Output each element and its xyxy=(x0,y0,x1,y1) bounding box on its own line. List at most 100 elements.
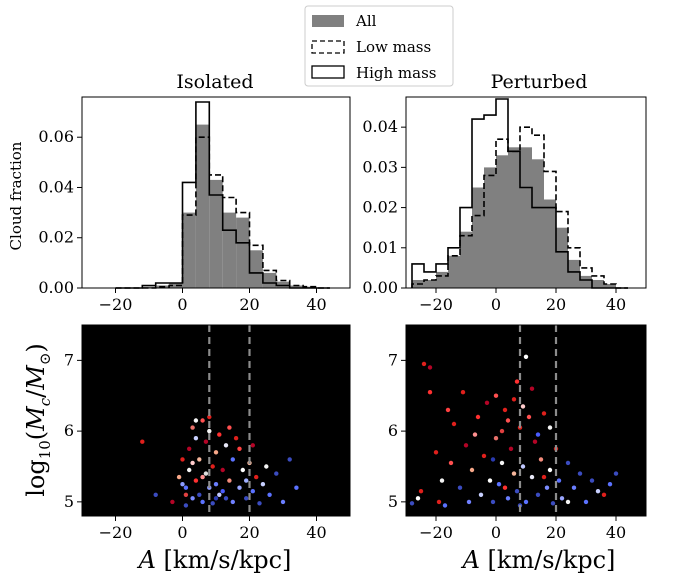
scatter-point xyxy=(472,432,478,437)
scatter-point xyxy=(490,499,496,505)
hist-bar-all xyxy=(195,124,210,288)
scatter-point xyxy=(442,503,448,508)
scatter-point xyxy=(200,418,205,423)
hist-bar-all xyxy=(424,280,436,288)
scatter-point xyxy=(294,485,299,490)
scatter-point xyxy=(230,499,235,505)
scatter-point xyxy=(250,489,255,494)
xlabel-perturbed: A [km/s/kpc] xyxy=(461,546,616,574)
scatter-point xyxy=(475,414,481,420)
scatter-point xyxy=(466,499,472,505)
scatter-point xyxy=(140,439,145,444)
scatter-point xyxy=(463,443,469,448)
scatter-point xyxy=(180,457,185,462)
scatter-point xyxy=(445,407,451,413)
x-tick-label: −20 xyxy=(419,523,453,542)
hist-bar-all xyxy=(544,199,556,288)
hist-bar-all xyxy=(592,280,604,288)
axes-frame xyxy=(81,324,351,517)
hist-bar-all xyxy=(460,231,472,288)
scatter-point xyxy=(200,499,205,505)
scatter-point xyxy=(197,457,202,462)
legend-label-low-mass: Low mass xyxy=(356,38,431,56)
hist-perturbed-panel: −20 0 20 40 0.00 0.01 0.02 0.03 0.04 xyxy=(362,96,647,314)
scatter-point xyxy=(583,499,589,505)
x-tick-label: 0 xyxy=(177,523,187,542)
scatter-point xyxy=(433,450,439,455)
hist-bar-all xyxy=(182,212,196,288)
scatter-point xyxy=(571,485,577,490)
scatter-point xyxy=(493,393,499,398)
scatter-point xyxy=(502,407,508,413)
hist-bar-all xyxy=(262,272,277,288)
scatter-point xyxy=(217,492,222,497)
y-tick-label: 0.03 xyxy=(362,157,398,176)
scatter-point xyxy=(511,397,517,402)
scatter-point xyxy=(203,471,209,476)
hist-bar-all xyxy=(580,275,592,288)
scatter-point xyxy=(577,471,583,476)
x-tick-label: 40 xyxy=(306,523,326,542)
y-tick-label: 0.00 xyxy=(38,278,74,297)
scatter-point xyxy=(511,471,517,476)
scatter-point xyxy=(613,471,619,476)
legend-swatch-all xyxy=(312,15,344,27)
scatter-point xyxy=(237,446,242,451)
scatter-point xyxy=(439,478,445,483)
scatter-point xyxy=(523,499,529,505)
scatter-point xyxy=(457,485,463,490)
scatter-point xyxy=(409,501,415,506)
scatter-point xyxy=(240,467,245,473)
scatter-point xyxy=(451,421,457,427)
x-tick-label: 40 xyxy=(306,295,326,314)
hist-bar-all xyxy=(604,284,616,288)
scatter-point xyxy=(514,379,520,384)
scatter-point xyxy=(210,501,215,506)
hist-bar-all xyxy=(496,155,508,288)
y-tick-label: 0.04 xyxy=(38,177,74,196)
legend-label-high-mass: High mass xyxy=(356,64,436,82)
scatter-point xyxy=(244,496,249,501)
y-tick-label: 7 xyxy=(64,350,74,369)
scatter-point xyxy=(260,482,266,487)
hist-bar-all xyxy=(169,283,183,288)
title-perturbed: Perturbed xyxy=(491,71,588,93)
scatter-point xyxy=(589,478,595,483)
title-isolated: Isolated xyxy=(176,71,253,93)
scatter-point xyxy=(193,418,199,423)
legend-swatch-high-mass xyxy=(311,65,345,79)
x-tick-label: 20 xyxy=(239,523,259,542)
scatter-point xyxy=(190,496,195,501)
x-tick-label: 0 xyxy=(491,523,501,542)
scatter-point xyxy=(427,390,433,395)
scatter-point xyxy=(183,503,189,508)
axes-frame xyxy=(405,96,647,289)
scatter-point xyxy=(210,464,215,469)
scatter-point xyxy=(523,354,529,359)
axes-frame xyxy=(81,96,351,289)
hist-step-high-mass xyxy=(411,98,628,289)
scatter-point xyxy=(559,496,565,501)
scatter-point xyxy=(217,432,222,437)
hist-bar-all xyxy=(436,271,448,288)
scatter-point xyxy=(267,492,272,497)
scatter-point xyxy=(421,361,427,367)
scatter-point xyxy=(244,478,249,483)
scatter-point xyxy=(274,471,279,476)
legend-label-all: All xyxy=(355,12,377,30)
scatter-point xyxy=(213,482,219,487)
scatter-point xyxy=(514,489,520,494)
scatter-point xyxy=(183,492,189,497)
x-tick-label: −20 xyxy=(99,523,133,542)
hist-bar-all xyxy=(520,147,532,288)
scatter-point xyxy=(193,478,199,483)
hist-bar-all xyxy=(568,259,580,288)
scatter-point xyxy=(520,464,526,469)
scatter-point xyxy=(197,492,202,497)
plot-background xyxy=(82,325,350,516)
legend-swatch-low-mass xyxy=(311,40,345,54)
scatter-point xyxy=(207,428,212,434)
y-tick-label: 5 xyxy=(388,492,398,511)
scatter-point xyxy=(481,453,487,459)
